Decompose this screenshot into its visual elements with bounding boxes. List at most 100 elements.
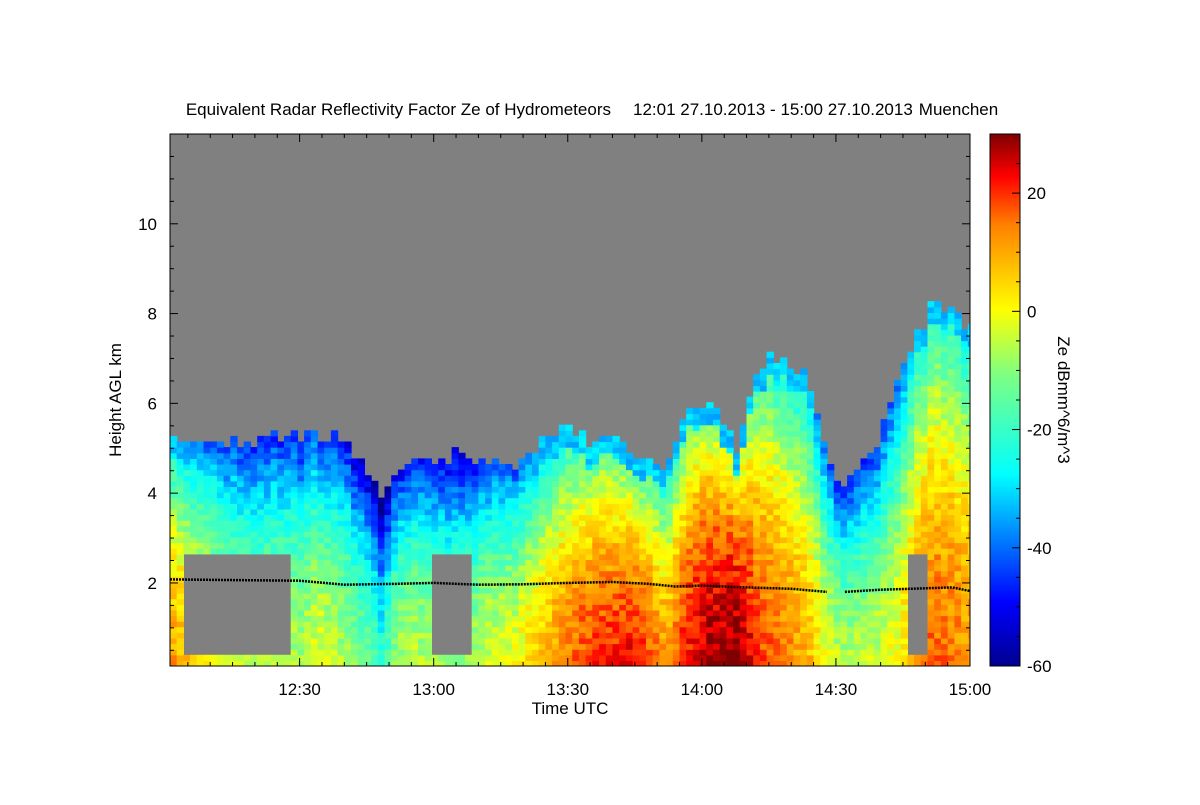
heatmap-cell: [625, 570, 634, 577]
heatmap-cell: [880, 593, 888, 600]
heatmap-cell: [961, 565, 969, 572]
heatmap-cell: [894, 424, 902, 431]
heatmap-cell: [900, 531, 908, 538]
heatmap-cell: [692, 435, 701, 443]
heatmap-cell: [384, 508, 392, 516]
heatmap-cell: [679, 531, 687, 538]
heatmap-cell: [418, 626, 426, 633]
heatmap-cell: [344, 643, 352, 650]
heatmap-cell: [947, 609, 955, 617]
heatmap-cell: [726, 649, 734, 656]
heatmap-cell: [170, 492, 178, 499]
heatmap-cell: [344, 503, 352, 510]
heatmap-cell: [317, 598, 325, 605]
heatmap-cell: [800, 570, 808, 577]
heatmap-cell: [800, 525, 808, 532]
heatmap-cell: [216, 520, 225, 527]
heatmap-cell: [894, 660, 902, 666]
heatmap-cell: [699, 520, 707, 527]
heatmap-cell: [505, 621, 513, 628]
heatmap-cell: [237, 542, 245, 549]
heatmap-cell: [820, 581, 828, 588]
heatmap-cell: [625, 475, 634, 482]
heatmap-cell: [310, 637, 319, 645]
heatmap-cell: [666, 654, 674, 661]
heatmap-cell: [759, 379, 768, 386]
heatmap-cell: [746, 609, 754, 617]
heatmap-cell: [592, 520, 600, 527]
heatmap-cell: [371, 615, 379, 622]
heatmap-cell: [498, 621, 506, 628]
heatmap-cell: [753, 632, 761, 639]
heatmap-cell: [371, 654, 379, 661]
heatmap-cell: [920, 508, 929, 516]
heatmap-cell: [967, 452, 970, 459]
heatmap-cell: [907, 374, 915, 381]
heatmap-cell: [914, 508, 922, 516]
heatmap-cell: [284, 514, 292, 521]
heatmap-cell: [411, 604, 419, 611]
heatmap-cell: [820, 447, 828, 454]
heatmap-cell: [491, 649, 500, 656]
heatmap-cell: [458, 469, 466, 476]
heatmap-cell: [411, 632, 419, 639]
heatmap-cell: [599, 553, 607, 560]
heatmap-cell: [786, 508, 795, 516]
heatmap-cell: [196, 469, 205, 476]
heatmap-cell: [713, 447, 721, 454]
heatmap-cell: [304, 654, 312, 661]
heatmap-cell: [424, 553, 432, 560]
heatmap-cell: [424, 654, 432, 661]
heatmap-cell: [659, 637, 667, 645]
heatmap-cell: [907, 486, 915, 493]
heatmap-cell: [592, 452, 600, 459]
heatmap-cell: [565, 424, 573, 431]
heatmap-cell: [397, 508, 406, 516]
heatmap-cell: [572, 520, 580, 527]
heatmap-cell: [699, 565, 707, 572]
heatmap-cell: [605, 587, 614, 594]
heatmap-cell: [961, 637, 969, 645]
heatmap-cell: [210, 475, 218, 482]
heatmap-cell: [666, 475, 674, 482]
heatmap-cell: [813, 492, 821, 499]
heatmap-cell: [873, 542, 882, 549]
heatmap-cell: [692, 536, 701, 544]
heatmap-cell: [505, 531, 513, 538]
heatmap-cell: [947, 374, 955, 381]
heatmap-cell: [605, 531, 614, 538]
heatmap-cell: [887, 447, 895, 454]
heatmap-cell: [954, 514, 962, 521]
heatmap-cell: [753, 492, 761, 499]
heatmap-cell: [786, 615, 795, 622]
heatmap-cell: [290, 660, 298, 666]
heatmap-cell: [766, 525, 774, 532]
heatmap-cell: [511, 480, 520, 487]
heatmap-cell: [813, 430, 821, 437]
heatmap-cell: [170, 458, 178, 465]
heatmap-cell: [927, 542, 935, 549]
heatmap-cell: [786, 379, 795, 386]
heatmap-cell: [351, 503, 359, 510]
heatmap-cell: [357, 570, 365, 577]
heatmap-cell: [961, 497, 969, 504]
heatmap-cell: [880, 615, 888, 622]
heatmap-cell: [726, 480, 734, 487]
heatmap-cell: [652, 497, 660, 504]
heatmap-cell: [324, 559, 332, 566]
heatmap-cell: [927, 458, 935, 465]
heatmap-cell: [284, 441, 292, 448]
heatmap-cell: [364, 548, 372, 555]
heatmap-cell: [525, 587, 533, 594]
heatmap-cell: [646, 514, 654, 521]
heatmap-cell: [357, 632, 365, 639]
heatmap-cell: [558, 492, 567, 499]
heatmap-cell: [847, 497, 855, 504]
heatmap-cell: [230, 458, 238, 465]
heatmap-cell: [585, 469, 593, 476]
heatmap-cell: [545, 632, 553, 639]
heatmap-cell: [820, 604, 828, 611]
heatmap-cell: [699, 660, 707, 666]
heatmap-cell: [927, 340, 935, 347]
heatmap-cell: [532, 604, 540, 611]
